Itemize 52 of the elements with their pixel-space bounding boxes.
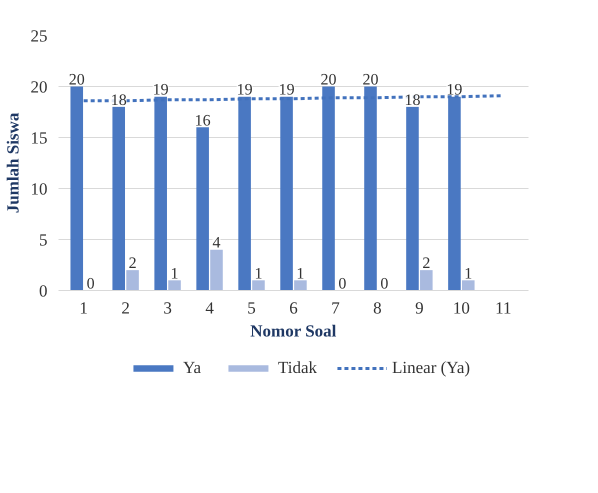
y-tick-label: 5 bbox=[39, 230, 48, 250]
y-tick-label: 20 bbox=[30, 78, 48, 96]
bar bbox=[168, 280, 181, 290]
x-tick-label: 9 bbox=[415, 298, 424, 318]
data-label: 18 bbox=[404, 92, 420, 109]
x-tick-label: 8 bbox=[373, 298, 382, 318]
bar bbox=[112, 106, 126, 290]
data-label: 0 bbox=[338, 276, 346, 292]
data-label: 20 bbox=[362, 72, 379, 88]
data-label: 1 bbox=[296, 265, 304, 282]
y-tick-label: 0 bbox=[39, 282, 48, 300]
data-label: 19 bbox=[236, 82, 253, 99]
data-label: 19 bbox=[152, 82, 169, 99]
bar bbox=[210, 250, 223, 290]
data-label: 2 bbox=[422, 255, 430, 272]
data-label: 19 bbox=[278, 82, 295, 99]
data-label: 16 bbox=[194, 112, 211, 130]
bar bbox=[294, 280, 307, 290]
data-label: 4 bbox=[212, 234, 220, 252]
bar bbox=[462, 280, 475, 290]
legend-label: Ya bbox=[182, 358, 202, 378]
data-label: 20 bbox=[320, 72, 337, 88]
x-tick-label: 6 bbox=[289, 298, 298, 318]
y-axis-title: Jumlah Siswa bbox=[4, 112, 22, 214]
bar bbox=[420, 270, 433, 290]
data-label: 1 bbox=[464, 265, 472, 282]
data-label: 0 bbox=[86, 276, 95, 292]
data-label: 1 bbox=[170, 265, 179, 282]
x-tick-label: 3 bbox=[163, 298, 172, 318]
data-label: 19 bbox=[446, 82, 462, 99]
x-tick-label: 10 bbox=[452, 298, 470, 318]
x-tick-label: 5 bbox=[247, 298, 256, 318]
data-label: 20 bbox=[68, 72, 85, 88]
x-tick-label: 7 bbox=[331, 298, 340, 318]
data-label: 18 bbox=[110, 92, 127, 109]
x-tick-label: 11 bbox=[495, 298, 512, 318]
legend-label: Linear (Ya) bbox=[392, 358, 470, 378]
bar bbox=[252, 280, 265, 290]
x-axis-title: Nomor Soal bbox=[250, 322, 337, 340]
data-label: 1 bbox=[254, 265, 262, 282]
data-label: 0 bbox=[380, 276, 388, 292]
legend-label: Tidak bbox=[278, 358, 317, 378]
x-tick-label: 1 bbox=[79, 298, 88, 318]
y-tick-label: 25 bbox=[30, 26, 48, 46]
x-tick-label: 2 bbox=[121, 298, 130, 318]
y-tick-label: 10 bbox=[30, 180, 48, 198]
x-tick-label: 4 bbox=[205, 298, 214, 318]
bar bbox=[126, 270, 139, 290]
data-label: 2 bbox=[128, 255, 137, 272]
y-tick-label: 15 bbox=[30, 128, 48, 148]
bar bbox=[406, 106, 419, 290]
bar bbox=[196, 127, 209, 290]
